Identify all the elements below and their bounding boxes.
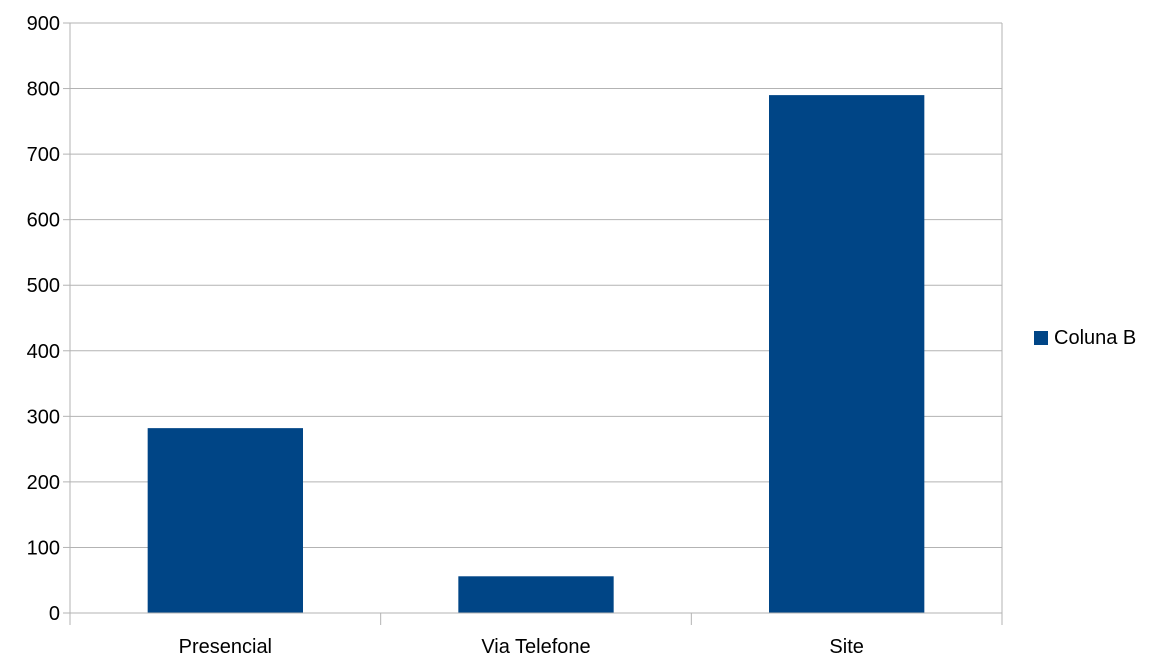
bar-site [769, 95, 925, 614]
legend: Coluna B [1034, 327, 1136, 349]
x-tick-label: Presencial [179, 636, 272, 657]
x-axis-tick-labels: Presencial Via Telefone Site [179, 636, 864, 658]
x-tick-label: Site [829, 636, 863, 657]
bar-presencial [147, 428, 303, 613]
y-tick-label: 800 [27, 79, 60, 101]
y-tick-label: 500 [27, 275, 60, 297]
y-tick-label: 600 [27, 210, 60, 232]
y-tick-label: 200 [27, 472, 60, 494]
legend-swatch-coluna-b [1034, 331, 1048, 345]
axes [63, 22, 1003, 625]
y-tick-label: 700 [27, 144, 60, 166]
y-axis-tick-labels: 0 100 200 300 400 500 600 700 800 900 [27, 13, 60, 625]
y-tick-label: 300 [27, 406, 60, 428]
x-tick-label: Via Telefone [481, 636, 590, 657]
legend-label: Coluna B [1054, 327, 1136, 349]
y-tick-label: 100 [27, 537, 60, 559]
y-tick-label: 0 [49, 603, 60, 625]
bar-via-telefone [458, 576, 614, 613]
bars [147, 95, 925, 614]
y-tick-label: 400 [27, 341, 60, 363]
y-tick-label: 900 [27, 13, 60, 35]
